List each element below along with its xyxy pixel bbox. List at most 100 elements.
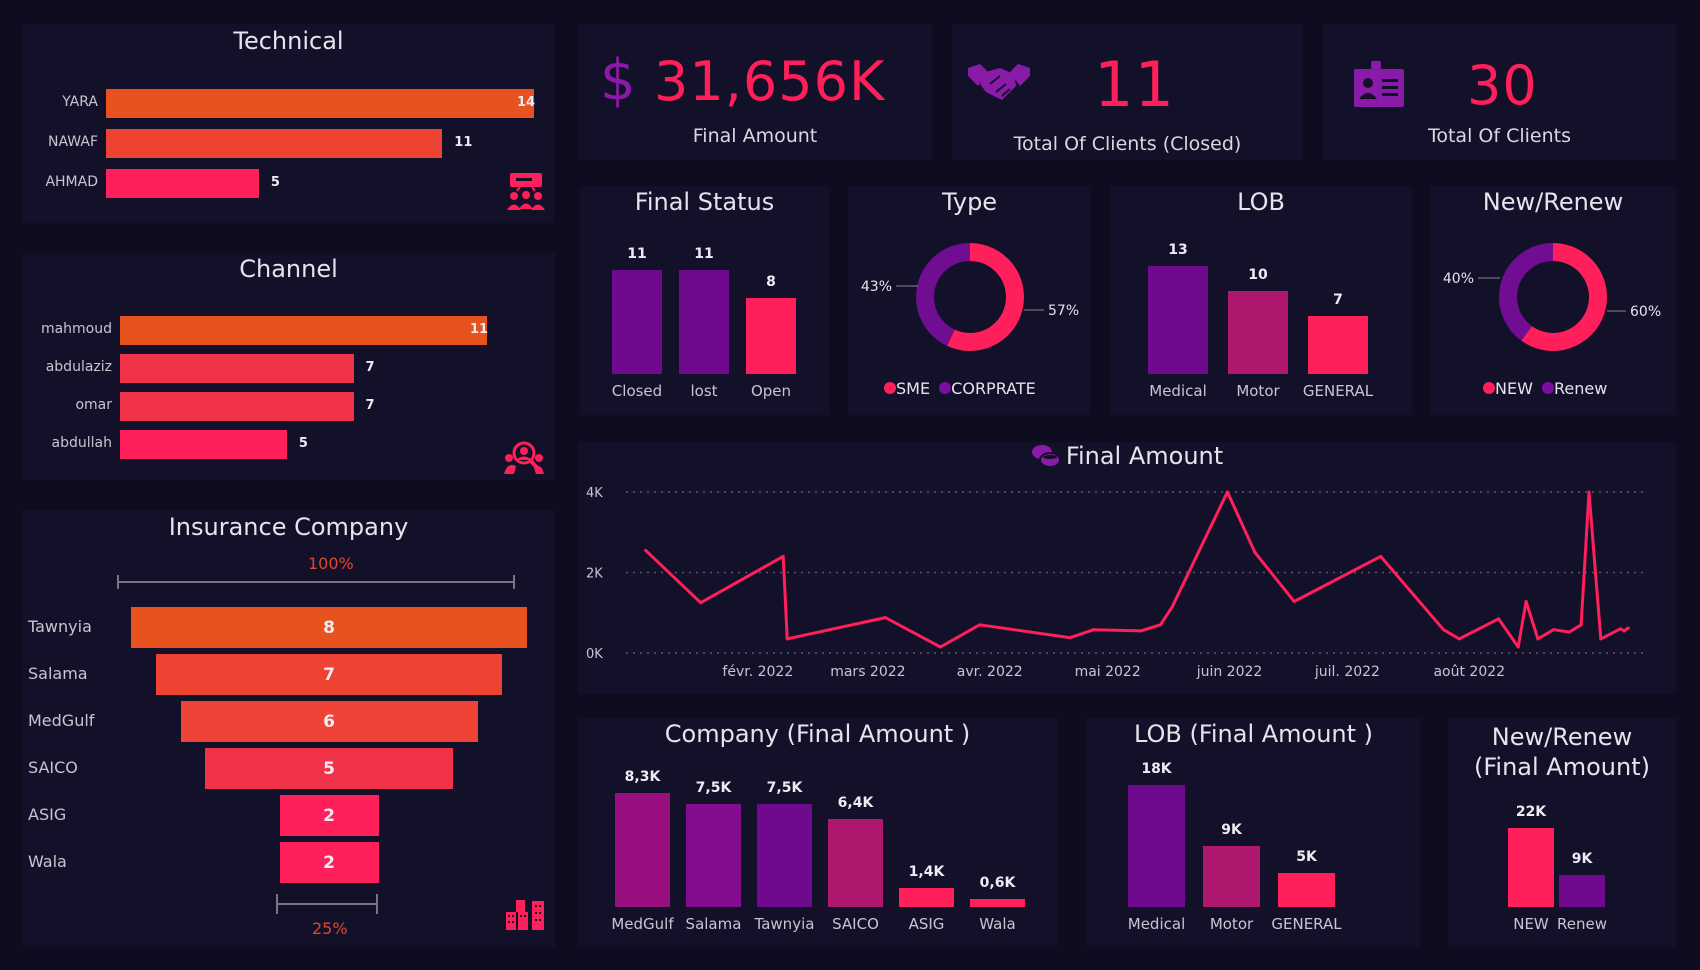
new-renew-donut: 60% 40% [1443,243,1661,351]
bar-label: lost [690,382,718,400]
bar [746,298,796,374]
bar-label: Medical [1149,382,1207,400]
funnel-label: Tawnyia [28,617,92,636]
insurance-title: Insurance Company [168,513,409,541]
bar-value: 8 [766,274,776,291]
bar-value: 11 [627,246,647,262]
bar-label: Medical [1127,915,1186,933]
bar-value: 7 [1333,291,1343,308]
lob-fa-panel: LOB (Final Amount ) 18K Medical 9K Motor 5K G… [1087,718,1420,947]
funnel-bar [279,795,379,836]
legend-corporate: CORPRATE [951,379,1036,398]
final-status-panel: Final Status 11 Closed 11 lost 8 Open [580,186,829,415]
bar-label: Open [750,382,792,400]
bar-value: 1,4K [908,863,945,880]
x-tick-label: mars 2022 [830,664,905,680]
donut-slice-corprate [916,243,970,346]
kpi-final-amount: $ 31,656K Final Amount [578,24,932,160]
bar-value: 7,5K [695,779,732,796]
bar-value: 9K [1221,822,1242,838]
data-point [1497,617,1501,621]
bar [1203,846,1260,907]
funnel-value: 2 [323,853,335,873]
data-point [1379,554,1383,558]
data-point [978,623,982,627]
bar [615,793,670,907]
bar-value: 7 [365,359,375,375]
data-point [1567,630,1571,634]
line-chart: 4K 2K 0K févr. 2022 mars 2022 avr. 2022 mai 20… [586,486,1644,680]
bar-value: 10 [1248,266,1268,283]
x-tick-label: août 2022 [1433,664,1505,680]
bar [1559,874,1605,907]
legend-dot-sme [884,382,896,394]
lob-fa-title: LOB (Final Amount ) [1133,720,1374,748]
id-badge-icon [1354,61,1404,111]
type-title: Type [941,188,998,216]
data-point [785,637,789,641]
bar [1508,828,1554,907]
donut-slice-renew [1499,243,1553,341]
channel-panel: Channel mahmoud 11 abdulaziz 7 omar 7 abdullah… [22,253,555,480]
bar [120,354,354,383]
funnel-label: SAICO [28,758,78,777]
data-point [1253,550,1257,554]
bar [612,270,662,374]
data-point [1587,490,1591,494]
funnel-value: 2 [323,806,335,826]
data-point [1622,629,1626,633]
bar-value: 5K [1296,849,1317,866]
data-point [1068,636,1072,640]
funnel-label: ASIG [28,805,67,824]
lob-panel: LOB 13 Medical 10 Motor 7 GENERAL [1110,186,1412,415]
y-tick-label: 0K [586,647,603,662]
donut-percent-label: 57% [1048,303,1079,319]
funnel-bar [180,701,478,742]
bar-label: YARA [62,93,98,110]
bar-value: 14 [517,94,536,110]
funnel-value: 7 [323,665,335,685]
bar-value: 11 [694,246,714,262]
bar [828,819,883,907]
data-point [938,645,942,649]
bar [757,803,812,907]
bar [970,898,1025,907]
type-panel: Type 57% 43% SME CORPRATE [848,186,1091,415]
funnel-bottom-range [276,894,378,914]
buildings-icon [506,898,544,934]
nr-fa-panel: New/Renew (Final Amount) 22K NEW 9K Renew [1448,718,1676,947]
kpi-clients-closed-label: Total Of Clients (Closed) [1013,133,1242,155]
data-point [1579,623,1583,627]
bar-value: 6,4K [837,795,874,812]
bar-label: GENERAL [1302,382,1374,400]
funnel-value: 6 [323,712,335,732]
data-point [1618,627,1622,631]
lob-title: LOB [1237,188,1285,216]
data-point [1457,637,1461,641]
presentation-group-icon [506,172,546,216]
bar-label: abdulaziz [45,358,112,375]
x-tick-label: mai 2022 [1075,664,1141,680]
bar [120,430,287,459]
data-point [781,554,785,558]
data-point [1524,599,1528,603]
bar-value: 8,3K [624,769,661,785]
bar-label: Tawnyia [754,915,815,933]
funnel-bar [155,654,503,695]
bar [1278,873,1335,907]
bar-label: Wala [979,915,1016,933]
donut-slice-new [1521,243,1607,351]
funnel-value: 8 [323,618,335,638]
bar-label: Closed [611,382,663,400]
kpi-total-clients-label: Total Of Clients [1427,125,1571,147]
kpi-total-clients: 30 Total Of Clients [1323,24,1676,160]
bar-label: NAWAF [48,133,98,150]
bar-value: 18K [1141,761,1172,777]
funnel-bottom-percent: 25% [312,919,348,938]
line-title: Final Amount [1065,442,1224,470]
bar-value: 9K [1571,850,1593,867]
bar-value: 0,6K [979,874,1016,891]
nr-fa-title-1: New/Renew [1491,723,1633,751]
legend-dot-corporate [939,382,952,394]
data-point [1536,637,1540,641]
